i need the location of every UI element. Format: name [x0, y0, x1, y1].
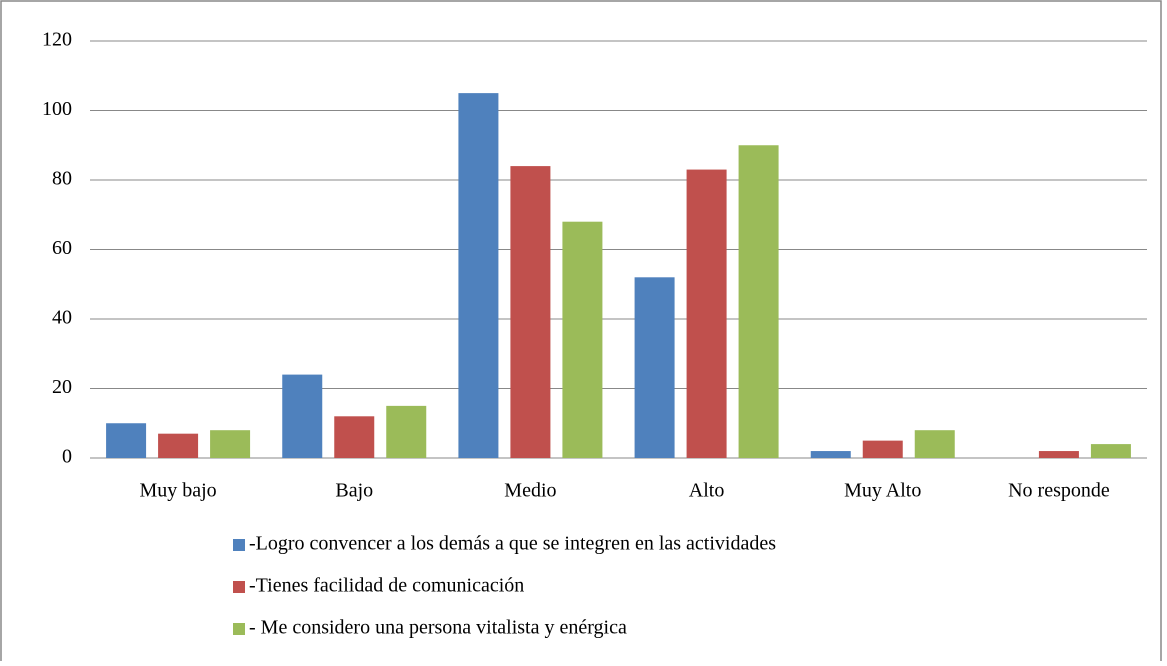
bar: [634, 277, 675, 458]
bar: [914, 430, 955, 458]
bar: [810, 451, 851, 458]
legend-label: - Me considero una persona vitalista y e…: [249, 617, 627, 639]
bar: [106, 423, 147, 458]
bar: [282, 374, 323, 458]
bar: [386, 405, 427, 458]
legend-swatch: [233, 539, 245, 551]
x-tick-label: Alto: [689, 480, 725, 502]
y-tick-label: 120: [42, 29, 72, 51]
bar: [334, 416, 375, 458]
bar: [510, 166, 551, 458]
y-tick-label: 60: [52, 237, 72, 259]
legend-swatch: [233, 581, 245, 593]
bar: [158, 433, 199, 458]
bar: [210, 430, 251, 458]
x-tick-label: Medio: [504, 480, 556, 502]
legend-label: -Logro convencer a los demás a que se in…: [249, 533, 776, 555]
bar: [686, 169, 727, 458]
bar: [738, 145, 779, 458]
bar: [862, 440, 903, 458]
y-tick-label: 80: [52, 168, 72, 190]
bar: [1038, 451, 1079, 458]
bar: [458, 93, 499, 458]
legend-label: -Tienes facilidad de comunicación: [249, 575, 524, 597]
legend-swatch: [233, 623, 245, 635]
y-tick-label: 40: [52, 307, 72, 329]
bar: [562, 221, 603, 458]
y-tick-label: 100: [42, 98, 72, 120]
x-tick-label: Muy bajo: [139, 480, 216, 502]
x-tick-label: Muy Alto: [844, 480, 921, 502]
y-tick-label: 0: [62, 446, 72, 468]
y-tick-label: 20: [52, 376, 72, 398]
x-tick-label: No responde: [1008, 480, 1110, 502]
bar: [1090, 444, 1131, 458]
x-tick-label: Bajo: [335, 480, 373, 502]
